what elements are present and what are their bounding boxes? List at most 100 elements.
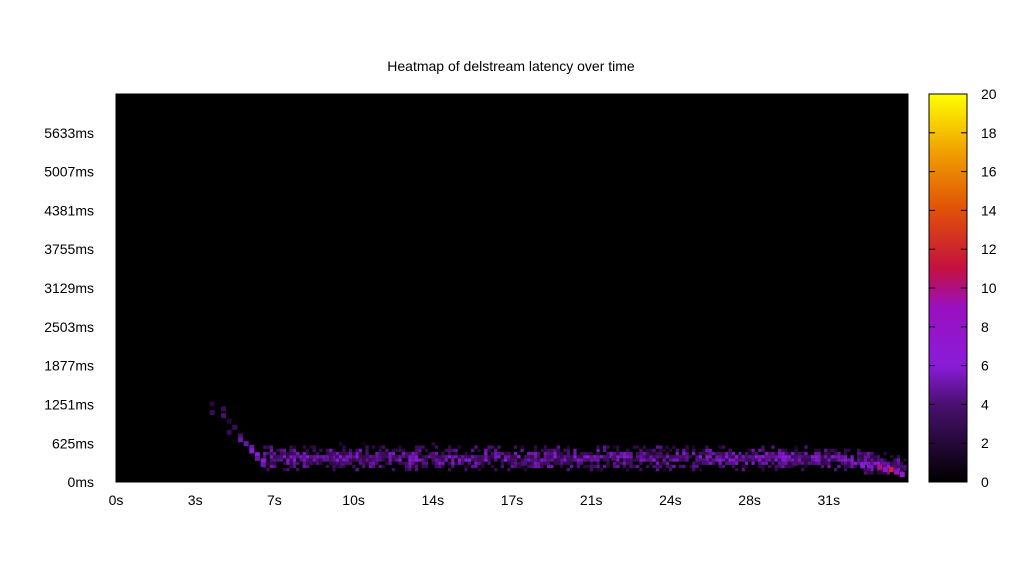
band-cell (791, 458, 795, 462)
band-cell (411, 451, 415, 456)
band-cell (748, 458, 752, 462)
band-cell (543, 451, 547, 456)
band-cell (678, 464, 683, 469)
band-cell (731, 464, 735, 469)
band-cell (777, 451, 782, 456)
band-cell (490, 455, 495, 459)
band-cell (457, 455, 462, 459)
band-cell (748, 455, 752, 459)
band-cell (573, 458, 577, 462)
band-cell (497, 451, 501, 456)
band-cell (857, 451, 861, 456)
band-cell (698, 461, 702, 465)
band-cell (405, 451, 409, 456)
band-cell (692, 468, 696, 472)
band-cell (665, 455, 669, 459)
band-cell (566, 468, 570, 472)
band-cell (362, 464, 366, 469)
band-cell (830, 458, 834, 462)
band-cell (744, 455, 749, 459)
band-cell (579, 458, 584, 462)
heatmap-cell (877, 464, 883, 470)
band-cell (814, 461, 818, 465)
band-cell (533, 464, 537, 469)
band-cell (355, 468, 359, 472)
band-cell (325, 451, 330, 456)
band-cell (457, 458, 462, 462)
band-cell (556, 451, 561, 456)
band-cell (537, 451, 541, 456)
band-cell (279, 448, 283, 452)
band-cell (289, 458, 293, 462)
band-cell (576, 464, 580, 469)
band-cell (309, 455, 313, 459)
band-cell (616, 445, 620, 449)
band-cell (659, 448, 663, 452)
band-cell (345, 458, 349, 462)
band-cell (827, 464, 831, 469)
y-tick-label: 4381ms (44, 202, 94, 218)
heatmap-cell (243, 441, 249, 447)
band-cell (533, 448, 537, 452)
band-cell (276, 458, 280, 462)
band-cell (566, 451, 570, 456)
band-cell (659, 445, 663, 449)
band-cell (834, 455, 838, 459)
band-cell (507, 458, 511, 462)
band-cell (362, 458, 366, 462)
band-cell (616, 455, 620, 459)
band-cell (754, 455, 759, 459)
band-cell (269, 461, 273, 465)
band-cell (804, 455, 808, 459)
band-cell (837, 458, 841, 462)
band-cell (302, 451, 306, 456)
band-cell (662, 448, 666, 452)
band-cell (500, 451, 504, 456)
band-cell (863, 471, 867, 475)
band-cell (850, 461, 854, 465)
band-cell (329, 455, 333, 459)
band-cell (306, 464, 310, 469)
band-cell (616, 461, 620, 465)
band-cell (573, 455, 577, 459)
band-cell (520, 464, 524, 469)
band-cell (269, 458, 273, 462)
band-cell (306, 458, 310, 462)
band-cell (523, 468, 528, 472)
band-cell (748, 448, 752, 452)
band-cell (662, 458, 666, 462)
band-cell (490, 464, 495, 469)
band-cell (533, 458, 537, 462)
band-cell (751, 448, 755, 452)
x-tick-label: 28s (738, 492, 761, 508)
band-cell (781, 461, 785, 465)
band-cell (411, 464, 415, 469)
band-cell (659, 451, 663, 456)
band-cell (388, 455, 392, 459)
band-cell (741, 464, 745, 469)
band-cell (527, 455, 531, 459)
band-cell (563, 458, 567, 462)
band-cell (794, 458, 798, 462)
band-cell (302, 445, 306, 449)
band-cell (662, 468, 666, 472)
band-cell (273, 451, 277, 456)
band-cell (579, 455, 584, 459)
band-cell (665, 464, 669, 469)
heatmap-cell (238, 437, 243, 443)
band-cell (375, 461, 379, 465)
band-cell (362, 442, 366, 446)
band-cell (814, 458, 818, 462)
band-cell (583, 464, 587, 469)
band-cell (391, 451, 396, 456)
band-cell (365, 455, 369, 459)
band-cell (487, 455, 491, 459)
colorbar-tick-label: 2 (981, 435, 989, 451)
band-cell (302, 458, 306, 462)
band-cell (616, 464, 620, 469)
band-cell (771, 458, 775, 462)
band-cell (282, 455, 287, 459)
band-cell (348, 451, 353, 456)
band-cell (711, 451, 716, 456)
band-cell (761, 464, 765, 469)
